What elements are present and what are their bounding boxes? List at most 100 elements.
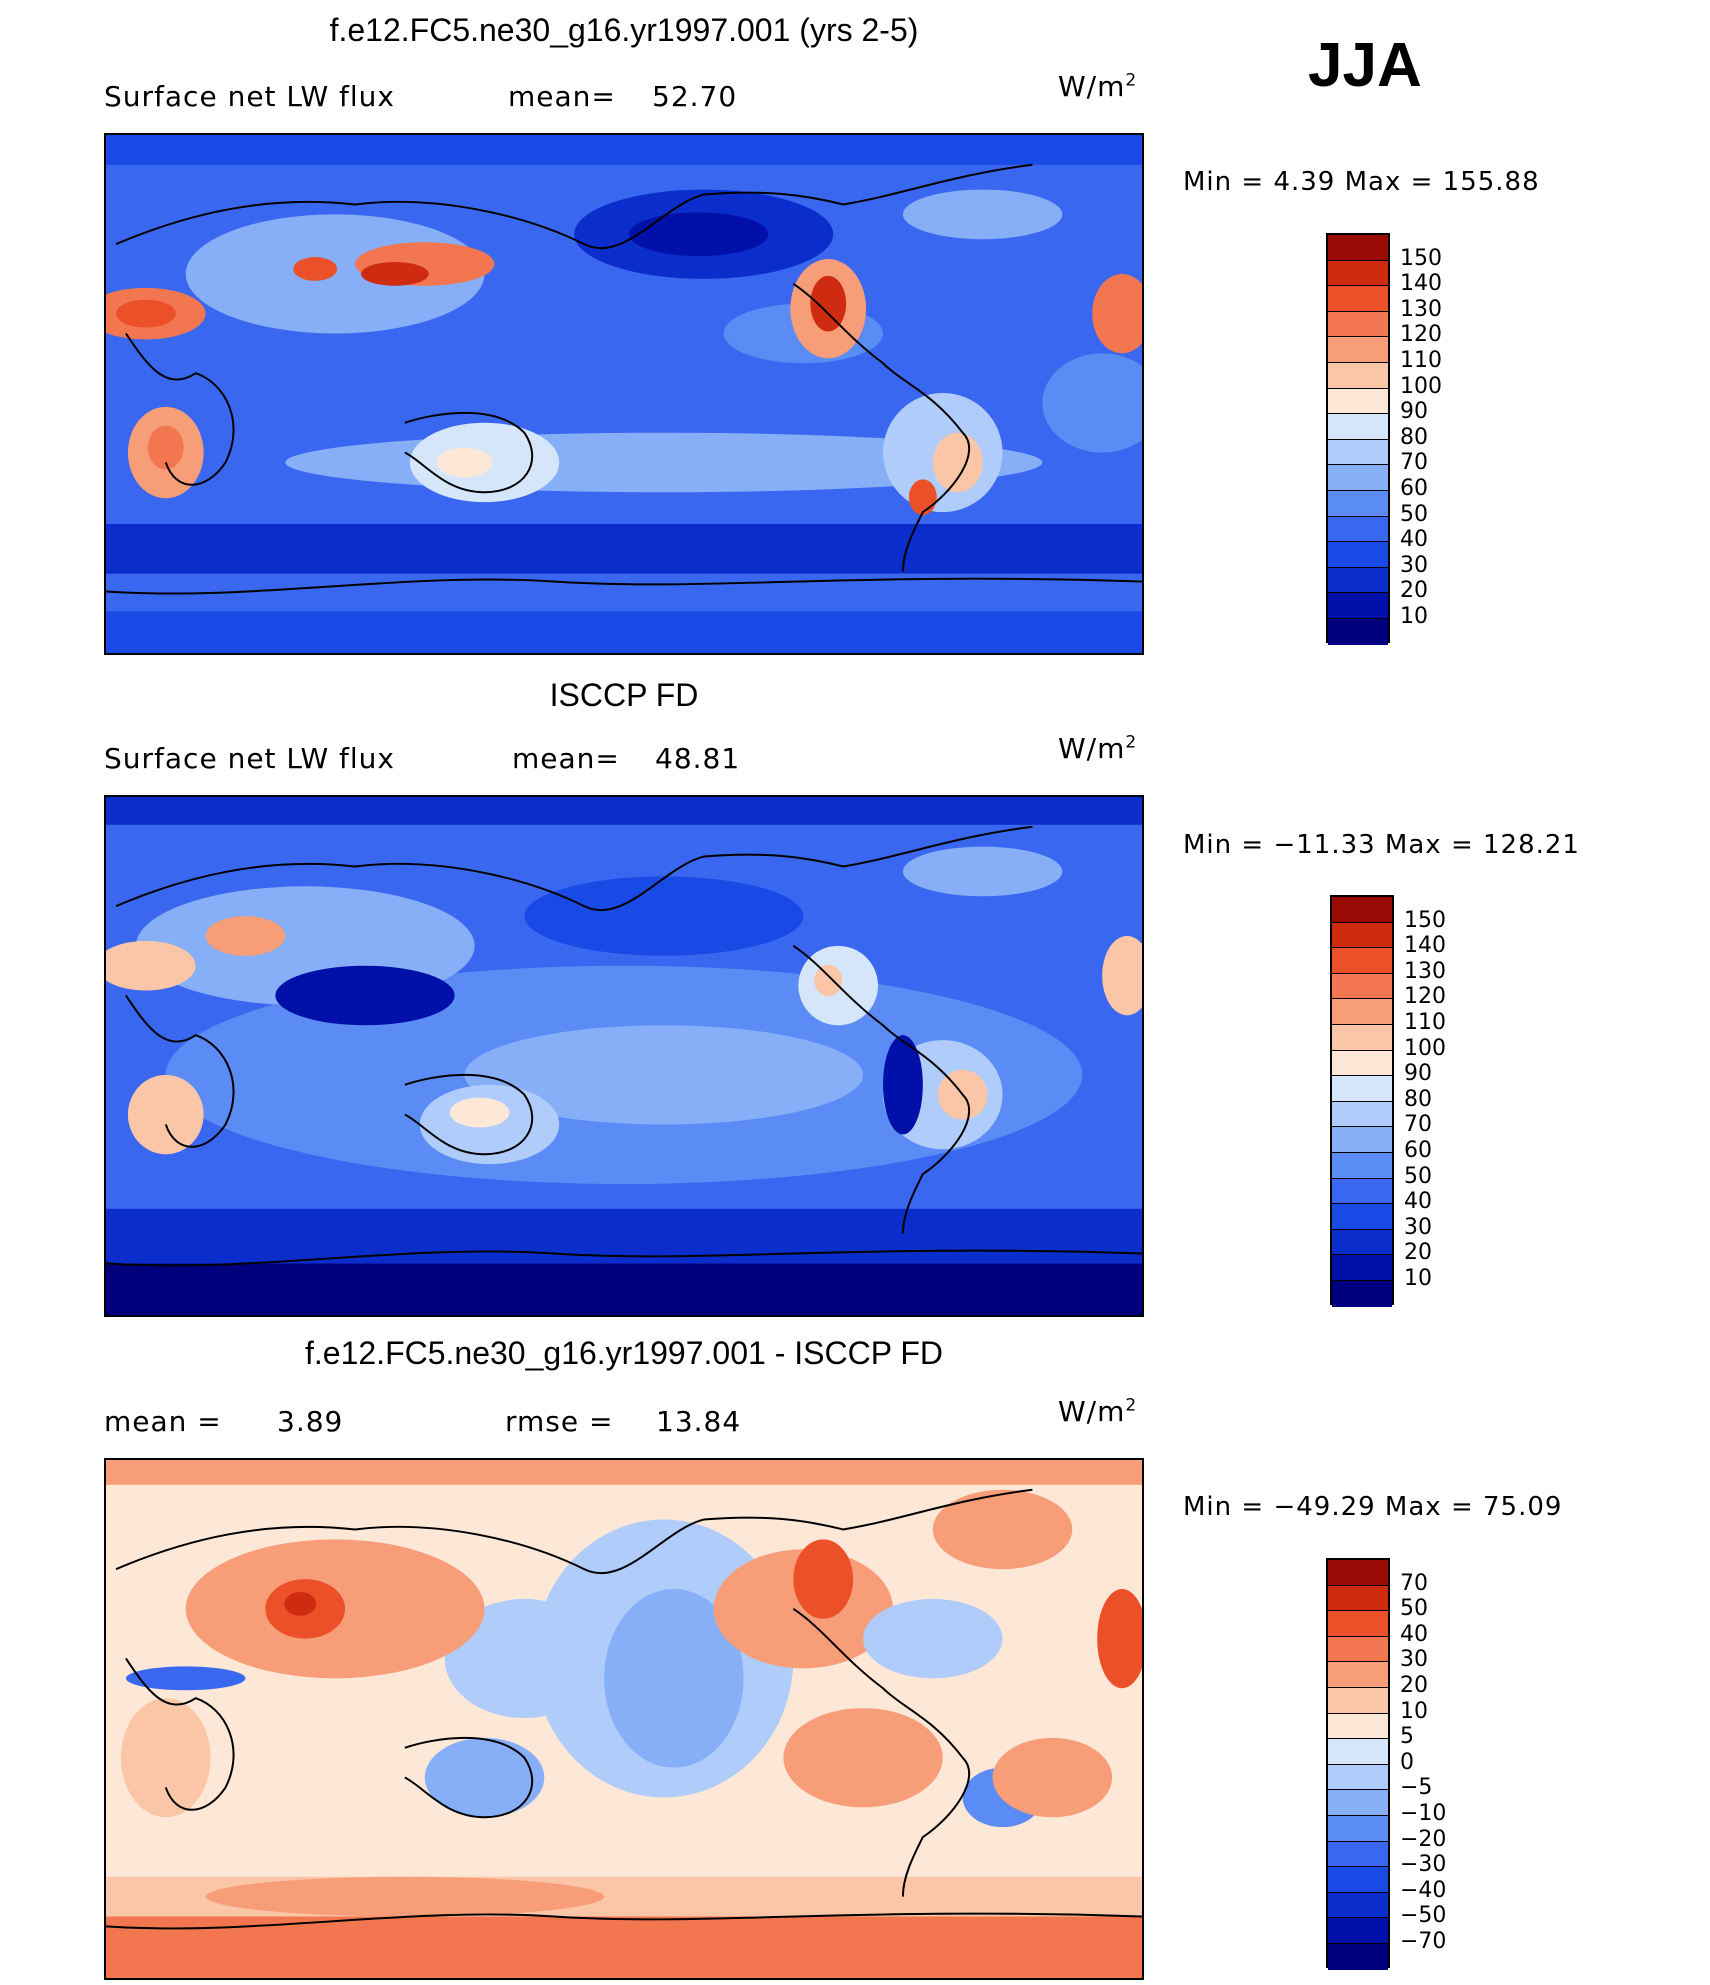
- colorbar-level-label: 70: [1400, 1570, 1428, 1596]
- colorbar-level-label: 90: [1400, 399, 1428, 425]
- colorbar-box: [1332, 1255, 1392, 1281]
- panel2-minmax: Min = −11.33 Max = 128.21: [1183, 830, 1580, 860]
- colorbar-box: [1332, 1229, 1392, 1256]
- colorbar-level-label: 30: [1400, 552, 1428, 578]
- colorbar-box: [1328, 286, 1388, 312]
- panel1-field-label: Surface net LW flux: [104, 80, 395, 113]
- colorbar-level-label: 40: [1400, 1621, 1428, 1647]
- colorbar-box: [1328, 1892, 1388, 1919]
- colorbar-box: [1328, 1764, 1388, 1791]
- colorbar-box: [1328, 362, 1388, 389]
- colorbar-box: [1328, 1841, 1388, 1868]
- colorbar-level-label: 40: [1404, 1189, 1432, 1215]
- colorbar-level-label: 150: [1400, 245, 1442, 271]
- colorbar-level-label: 90: [1404, 1061, 1432, 1087]
- colorbar-level-label: 40: [1400, 527, 1428, 553]
- panel2-unit: W/m2: [1058, 732, 1138, 765]
- colorbar-level-label: −30: [1400, 1852, 1447, 1878]
- colorbar-box: [1328, 1560, 1388, 1586]
- colorbar-level-label: 10: [1400, 1698, 1428, 1724]
- colorbar-level-label: 70: [1404, 1112, 1432, 1138]
- colorbar-box: [1332, 948, 1392, 974]
- colorbar-level-label: 50: [1400, 1596, 1428, 1622]
- panel3-coastline: [106, 1488, 1142, 1930]
- colorbar-box: [1332, 1024, 1392, 1051]
- colorbar-box: [1328, 1611, 1388, 1637]
- colorbar-box: [1332, 1152, 1392, 1179]
- colorbar-level-label: 70: [1400, 450, 1428, 476]
- colorbar-level-label: 100: [1404, 1035, 1446, 1061]
- colorbar-level-label: 140: [1400, 271, 1442, 297]
- colorbar-box: [1332, 1101, 1392, 1128]
- colorbar-box: [1328, 260, 1388, 287]
- colorbar-level-label: 80: [1400, 424, 1428, 450]
- panel3-map: [104, 1458, 1144, 1980]
- colorbar-box: [1328, 1943, 1388, 1970]
- colorbar-level-label: 100: [1400, 373, 1442, 399]
- panel2-field-label: Surface net LW flux: [104, 742, 395, 775]
- colorbar-box: [1328, 1687, 1388, 1714]
- colorbar-level-label: 50: [1404, 1163, 1432, 1189]
- colorbar-level-label: 130: [1400, 296, 1442, 322]
- colorbar-box: [1328, 414, 1388, 440]
- panel1-minmax: Min = 4.39 Max = 155.88: [1183, 167, 1540, 197]
- panel1-mean-label: mean=: [508, 80, 616, 113]
- panel1-colorbar: [1326, 233, 1390, 645]
- panel2-mean-value: 48.81: [655, 742, 741, 775]
- colorbar-level-label: 150: [1404, 907, 1446, 933]
- colorbar-level-label: 140: [1404, 933, 1446, 959]
- colorbar-level-label: 10: [1404, 1266, 1432, 1291]
- colorbar-box: [1328, 618, 1388, 645]
- panel1-title: f.e12.FC5.ne30_g16.yr1997.001 (yrs 2-5): [329, 12, 919, 48]
- panel3-colorbar: [1326, 1558, 1390, 1970]
- colorbar-box: [1328, 516, 1388, 543]
- colorbar-box: [1328, 235, 1388, 261]
- panel3-title: f.e12.FC5.ne30_g16.yr1997.001 - ISCCP FD: [305, 1335, 943, 1371]
- panel3-mean-value: 3.89: [277, 1405, 344, 1438]
- panel2-title: ISCCP FD: [549, 677, 699, 713]
- colorbar-box: [1332, 1127, 1392, 1153]
- colorbar-level-label: 30: [1400, 1647, 1428, 1673]
- colorbar-box: [1332, 897, 1392, 923]
- colorbar-level-label: 110: [1400, 348, 1442, 373]
- colorbar-level-label: 120: [1400, 322, 1442, 348]
- colorbar-level-label: −50: [1400, 1903, 1447, 1929]
- colorbar-level-label: 50: [1400, 501, 1428, 527]
- colorbar-box: [1328, 1662, 1388, 1688]
- colorbar-level-label: 5: [1400, 1724, 1414, 1750]
- colorbar-level-label: 10: [1400, 604, 1428, 629]
- colorbar-box: [1328, 465, 1388, 491]
- colorbar-box: [1328, 1636, 1388, 1663]
- colorbar-level-label: −70: [1400, 1929, 1447, 1954]
- panel3-rmse-value: 13.84: [656, 1405, 742, 1438]
- colorbar-level-label: 110: [1404, 1010, 1446, 1035]
- colorbar-box: [1328, 490, 1388, 517]
- colorbar-level-label: 130: [1404, 958, 1446, 984]
- panel3-rmse-label: rmse =: [505, 1405, 614, 1438]
- colorbar-box: [1328, 1867, 1388, 1893]
- colorbar-level-label: −10: [1400, 1801, 1447, 1826]
- colorbar-box: [1328, 1918, 1388, 1944]
- panel2-contour-field: [106, 797, 1142, 1315]
- colorbar-box: [1332, 1050, 1392, 1077]
- colorbar-box: [1328, 337, 1388, 363]
- panel2-colorbar: [1330, 895, 1394, 1307]
- panel3-mean-label: mean =: [104, 1405, 222, 1438]
- colorbar-box: [1328, 1585, 1388, 1612]
- panel2-coastline: [106, 825, 1142, 1267]
- colorbar-level-label: 20: [1400, 578, 1428, 604]
- colorbar-box: [1332, 999, 1392, 1025]
- panel3-unit: W/m2: [1058, 1395, 1138, 1428]
- colorbar-level-label: −5: [1400, 1775, 1433, 1801]
- colorbar-box: [1328, 311, 1388, 338]
- colorbar-box: [1328, 593, 1388, 619]
- colorbar-box: [1332, 1076, 1392, 1102]
- colorbar-box: [1328, 1815, 1388, 1842]
- colorbar-level-label: 120: [1404, 984, 1446, 1010]
- colorbar-level-label: 80: [1404, 1086, 1432, 1112]
- panel1-contour-field: [106, 135, 1142, 653]
- panel1-mean-value: 52.70: [652, 80, 738, 113]
- panel1-unit: W/m2: [1058, 70, 1138, 103]
- panel3-contour-field: [106, 1460, 1142, 1978]
- colorbar-level-label: −20: [1400, 1826, 1447, 1852]
